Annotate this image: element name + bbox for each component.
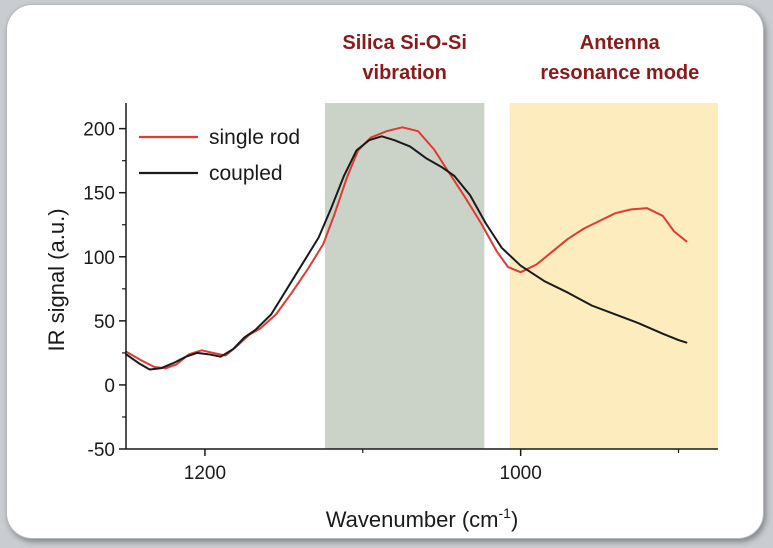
x-axis-label-superscript: -1 [499, 505, 512, 521]
y-tick-label: 200 [83, 120, 115, 141]
x-tick-label: 1000 [500, 463, 542, 484]
y-tick-label: -50 [88, 440, 115, 461]
series-lines [125, 126, 688, 371]
region-label-0-line-0: Silica Si-O-Si [342, 32, 466, 54]
legend-label-0: single rod [209, 126, 300, 149]
region-band-1 [509, 103, 718, 449]
legend-label-1: coupled [209, 162, 283, 185]
region-band-0 [324, 103, 485, 449]
series-line-single-rod [125, 126, 688, 370]
legend: single rod coupled [139, 126, 300, 185]
y-tick-label: 0 [104, 376, 115, 397]
y-axis-label: IR signal (a.u.) [44, 208, 69, 351]
x-axis-label-suffix: ) [511, 507, 518, 532]
y-tick-label: 50 [94, 312, 115, 333]
region-label-0-line-1: vibration [362, 62, 446, 84]
series-line-coupled [125, 135, 688, 371]
y-tick-label: 100 [83, 248, 115, 269]
x-axis-label: Wavenumber (cm-1) [326, 505, 519, 532]
x-tick-label: 1200 [184, 463, 226, 484]
region-label-1-line-0: Antenna [580, 32, 661, 54]
region-label-1-line-1: resonance mode [540, 62, 699, 84]
highlight-regions [324, 103, 718, 449]
ticks: -50 0 50 100 150 200 1200 1000 [83, 120, 680, 484]
y-tick-label: 150 [83, 184, 115, 205]
region-labels: Silica Si-O-Si vibration Antenna resonance … [342, 32, 699, 84]
